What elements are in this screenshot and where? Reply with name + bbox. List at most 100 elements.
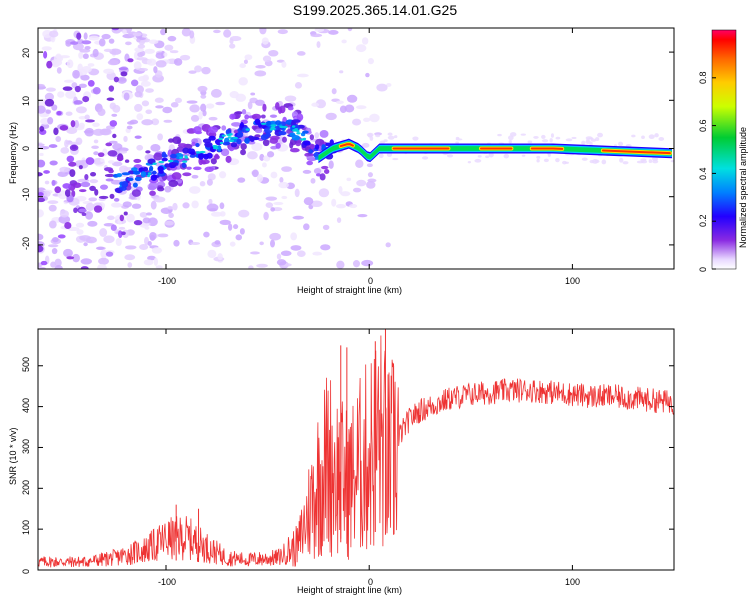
signal-blob xyxy=(51,179,56,187)
signal-core xyxy=(270,127,276,131)
signal-blob xyxy=(38,172,43,177)
noise-blob xyxy=(45,87,56,92)
noise-blob xyxy=(265,196,278,201)
top-ytick-label: -10 xyxy=(21,187,31,201)
noise-blob xyxy=(138,75,149,82)
noise-blob xyxy=(233,224,239,230)
noise-blob xyxy=(273,201,284,206)
noise-blob xyxy=(56,67,62,74)
noise-blob xyxy=(239,228,245,235)
signal-blob xyxy=(110,224,117,231)
noise-blob xyxy=(366,180,376,189)
noise-blob xyxy=(83,130,93,134)
signal-blob xyxy=(240,149,246,156)
signal-core xyxy=(158,160,165,164)
signal-blob xyxy=(116,173,123,178)
noise-blob xyxy=(280,250,292,257)
noise-blob xyxy=(313,167,322,175)
signal-core xyxy=(195,151,202,154)
signal-blob xyxy=(109,120,118,127)
noise-blob xyxy=(581,157,588,161)
noise-blob xyxy=(648,159,653,164)
noise-blob xyxy=(213,29,221,34)
signal-core xyxy=(232,136,238,140)
signal-blob xyxy=(241,109,247,115)
noise-blob xyxy=(182,202,190,209)
noise-blob xyxy=(72,253,80,263)
signal-blob xyxy=(309,134,315,141)
signal-blob xyxy=(204,166,214,173)
signal-blob xyxy=(171,172,182,180)
noise-blob xyxy=(670,159,674,163)
noise-blob xyxy=(138,67,149,72)
noise-blob xyxy=(83,242,88,247)
noise-blob xyxy=(51,247,58,255)
signal-blob xyxy=(157,186,165,192)
noise-blob xyxy=(170,102,179,108)
noise-blob xyxy=(251,169,259,178)
signal-core xyxy=(219,141,224,145)
signal-blob xyxy=(81,212,87,217)
noise-blob xyxy=(207,173,216,181)
colorbar xyxy=(711,29,737,270)
noise-blob xyxy=(63,79,74,83)
noise-blob xyxy=(48,30,59,38)
signal-blob xyxy=(265,132,271,138)
noise-blob xyxy=(367,172,373,178)
noise-blob xyxy=(108,38,115,44)
signal-blob xyxy=(194,130,203,135)
signal-blob xyxy=(89,185,96,192)
signal-blob xyxy=(315,138,325,147)
noise-blob xyxy=(38,209,44,218)
noise-blob xyxy=(581,140,586,146)
signal-blob xyxy=(275,102,280,110)
noise-blob xyxy=(96,246,105,250)
noise-blob xyxy=(186,100,198,104)
signal-core xyxy=(147,172,152,175)
noise-blob xyxy=(139,211,148,218)
signal-blob xyxy=(134,176,142,182)
signal-core xyxy=(199,150,206,154)
colorbar-tick-label: 0.8 xyxy=(698,71,708,84)
noise-blob xyxy=(136,57,148,61)
noise-blob xyxy=(509,132,517,137)
signal-blob xyxy=(112,133,117,139)
noise-blob xyxy=(488,152,494,158)
noise-blob xyxy=(134,103,143,112)
noise-blob xyxy=(51,104,58,111)
noise-blob xyxy=(631,134,636,138)
noise-blob xyxy=(71,82,78,89)
signal-blob xyxy=(239,122,245,129)
noise-blob xyxy=(140,80,151,87)
noise-blob xyxy=(126,125,133,130)
signal-blob xyxy=(151,171,157,175)
colorbar-tick-label: 0.6 xyxy=(698,119,708,132)
signal-blob xyxy=(38,159,46,168)
signal-blob xyxy=(121,172,131,176)
signal-blob xyxy=(113,76,120,83)
noise-blob xyxy=(331,198,337,207)
noise-blob xyxy=(63,248,73,258)
top-ytick-label: -20 xyxy=(21,236,31,250)
noise-blob xyxy=(38,83,45,88)
noise-blob xyxy=(303,223,310,231)
noise-blob xyxy=(347,28,353,32)
noise-blob xyxy=(262,55,272,63)
noise-blob xyxy=(565,138,573,142)
signal-blob xyxy=(134,135,142,139)
signal-blob xyxy=(90,172,97,177)
noise-blob xyxy=(103,48,113,52)
noise-blob xyxy=(270,207,276,212)
signal-blob xyxy=(289,141,294,149)
signal-blob xyxy=(275,120,282,126)
noise-blob xyxy=(219,211,226,217)
noise-blob xyxy=(228,223,233,231)
noise-blob xyxy=(172,202,178,211)
noise-blob xyxy=(117,77,127,82)
signal-blob xyxy=(124,159,130,163)
noise-blob xyxy=(78,51,84,59)
signal-blob xyxy=(231,122,241,127)
noise-blob xyxy=(43,190,51,197)
signal-blob xyxy=(64,222,72,229)
signal-blob xyxy=(127,58,134,63)
